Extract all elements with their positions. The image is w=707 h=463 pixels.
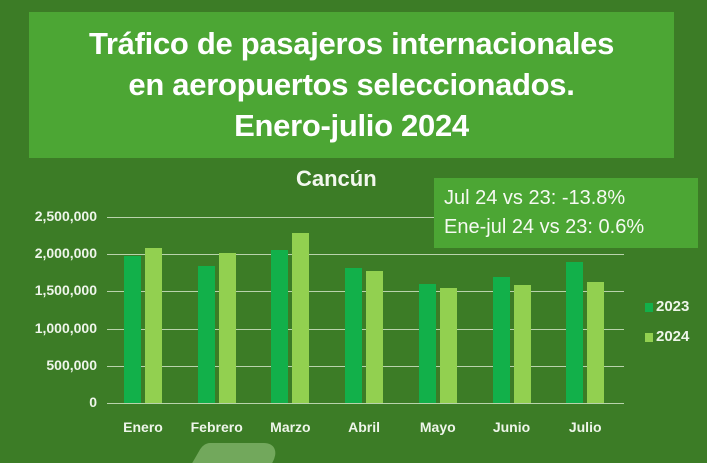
title-line-3: Enero-julio 2024: [234, 108, 469, 143]
y-tick-label: 2,500,000: [34, 208, 97, 224]
gridline: [107, 403, 624, 404]
bar-enero-2023: [124, 256, 141, 403]
bar-junio-2024: [513, 285, 531, 403]
y-tick-label: 1,000,000: [34, 319, 97, 336]
y-tick-label: 1,500,000: [34, 282, 97, 299]
legend-item-2024: 2024: [645, 328, 689, 345]
x-tick-label: Marzo: [270, 419, 311, 435]
bar-junio-2023: [492, 276, 510, 403]
gridline: [107, 365, 624, 367]
bar-enero-2024: [145, 248, 162, 403]
stat-ytd-change: Ene-jul 24 vs 23: 0.6%: [444, 216, 645, 238]
x-tick-label: Mayo: [419, 419, 456, 435]
x-tick-label: Junio: [492, 419, 531, 435]
stat-july-change: Jul 24 vs 23: -13.8%: [444, 187, 626, 209]
stats-box: Jul 24 vs 23: -13.8% Ene-jul 24 vs 23: 0…: [434, 178, 698, 248]
gridline: [107, 254, 624, 256]
legend-label: 2023: [656, 298, 690, 315]
bar-mayo-2023: [418, 283, 436, 403]
x-tick-label: Julio: [568, 419, 602, 435]
gridline: [107, 217, 624, 218]
legend-swatch-icon: [645, 303, 653, 312]
gridline: [107, 291, 624, 293]
x-tick-label: Abril: [348, 419, 381, 435]
bar-mayo-2024: [439, 288, 457, 403]
bar-chart: 0 500,000 1,000,000 1,500,000 2,000,000 2,500…: [34, 208, 690, 435]
y-tick-label: 2,000,000: [34, 245, 97, 262]
bar-abril-2024: [366, 270, 384, 403]
decorative-shape: [192, 443, 284, 463]
bar-julio-2023: [566, 262, 584, 403]
x-tick-label: Enero: [123, 419, 163, 435]
chart-subtitle: Cancún: [296, 166, 377, 191]
bar-febrero-2023: [197, 266, 215, 403]
chart-title-box: Tráfico de pasajeros internacionales en …: [29, 12, 674, 158]
y-tick-label: 0: [89, 394, 97, 410]
legend-swatch-icon: [645, 333, 653, 342]
legend-item-2023: 2023: [645, 298, 689, 315]
bar-marzo-2023: [271, 250, 289, 403]
bar-febrero-2024: [218, 252, 236, 403]
title-line-1: Tráfico de pasajeros internacionales: [88, 26, 615, 61]
legend-label: 2024: [656, 328, 690, 345]
bar-marzo-2024: [292, 233, 310, 403]
gridline: [107, 328, 624, 330]
x-tick-label: Febrero: [190, 419, 243, 435]
bar-julio-2024: [587, 282, 605, 403]
title-line-2: en aeropuertos seleccionados.: [128, 67, 575, 102]
y-tick-label: 500,000: [46, 356, 97, 373]
bar-abril-2023: [345, 268, 363, 403]
